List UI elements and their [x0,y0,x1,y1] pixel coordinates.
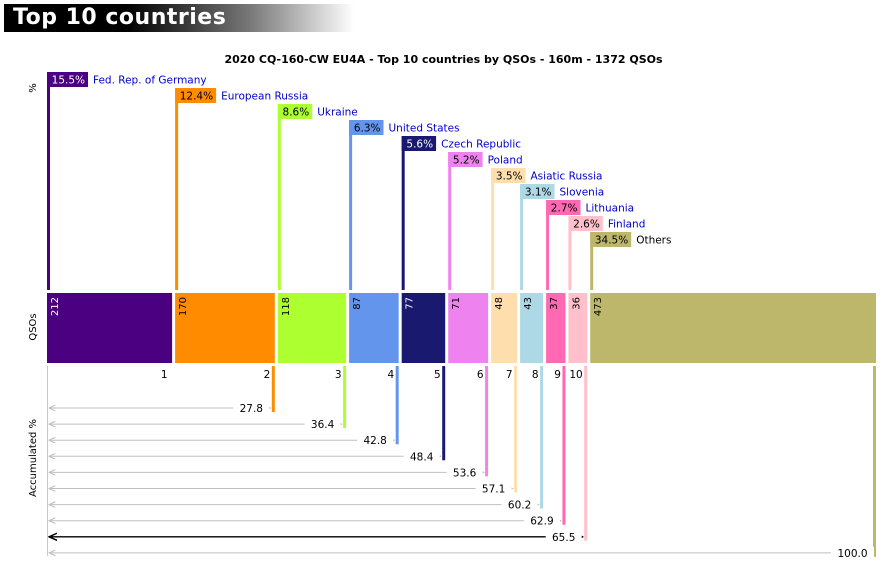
accumulated-label: 36.4 [311,419,335,431]
accumulated-label-bg [304,418,341,431]
country-name-label: Others [636,235,671,247]
percent-tag [590,232,632,247]
country-name-label: European Russia [221,91,308,103]
rank-label: 2 [264,369,271,381]
accumulated-label: 27.8 [240,403,263,415]
qso-bar [47,293,173,363]
accumulated-label: 48.4 [410,451,434,463]
rank-label: 6 [477,369,484,381]
accumulated-label-bg [831,546,874,559]
country-name-label: Fed. Rep. of Germany [93,75,207,87]
percent-tag [546,200,581,215]
qso-value-label: 71 [451,297,462,310]
y-axis-label-qsos: QSOs [28,313,39,340]
accumulated-label-bg [475,482,512,495]
rank-label: 3 [335,369,342,381]
percent-label: 12.4% [180,91,213,103]
qso-value-label: 77 [405,297,416,310]
percent-label: 5.6% [406,139,433,151]
percent-label: 2.7% [551,203,578,215]
percent-tag [349,120,384,135]
percent-tag [448,152,483,167]
accumulated-label-bg [403,450,440,463]
rank-label: 9 [554,369,561,381]
percent-tag [520,184,555,199]
qso-bar [401,293,446,363]
percent-tag [277,104,313,119]
section-title: Top 10 countries [13,5,227,30]
qso-value-label: 212 [50,297,61,316]
percent-panel: 15.5% Fed. Rep. of Germany 12.4% European R… [47,72,671,290]
qso-value-label: 118 [281,297,292,316]
accumulated-label: 53.6 [453,467,477,479]
country-name-label: Czech Republic [441,139,521,151]
qso-value-label: 37 [549,297,560,310]
percent-label: 34.5% [595,235,628,247]
accumulated-label-bg [357,434,394,447]
accumulated-label-bg [545,530,582,543]
qso-bar [520,293,544,363]
qso-bar [448,293,489,363]
rank-label: 1 [161,369,168,381]
percent-label: 6.3% [354,123,381,135]
accumulated-label-bg [523,514,560,527]
accumulated-label: 57.1 [482,484,505,496]
qso-bar [349,293,399,363]
country-name-label: United States [389,123,460,135]
accumulated-panel: 1 2 27.8 3 36.4 4 42.8 5 48.4 6 53.6 7 57.1 8 60.2 9 62.… [47,366,876,560]
percent-label: 5.2% [453,155,480,167]
qso-bar [590,293,876,363]
qso-value-label: 48 [494,297,505,310]
percent-tag [175,88,217,103]
section-banner: Top 10 countries [4,4,354,32]
percent-label: 8.6% [283,107,310,119]
percent-label: 3.5% [496,171,523,183]
country-name-label: Asiatic Russia [531,171,603,183]
country-name-label: Slovenia [560,187,605,199]
y-axis-label-percent: % [28,83,39,93]
accumulated-label: 60.2 [508,500,531,512]
qso-value-label: 43 [523,297,534,310]
accumulated-label: 42.8 [363,435,386,447]
rank-label: 10 [569,369,582,381]
percent-tag [47,72,88,87]
accumulated-label-bg [501,498,538,511]
qso-bar-panel: 212 170 118 87 77 71 48 43 37 36 473 [47,293,876,363]
qso-value-label: 87 [352,297,363,310]
qso-value-label: 36 [571,297,582,310]
rank-label: 7 [506,369,513,381]
percent-tag [568,216,603,231]
qso-bar [175,293,275,363]
qso-bar [546,293,566,363]
rank-label: 5 [434,369,441,381]
percent-label: 15.5% [52,75,85,87]
y-axis-label-accumulated: Accumulated % [28,419,39,497]
rank-label: 4 [387,369,394,381]
percent-label: 3.1% [525,187,552,199]
percent-label: 2.6% [573,219,600,231]
percent-tag [401,136,437,151]
chart-title: 2020 CQ-160-CW EU4A - Top 10 countries b… [224,53,663,66]
accumulated-label: 62.9 [530,516,553,528]
accumulated-label: 65.5 [552,532,575,544]
country-name-label: Ukraine [317,107,358,119]
accumulated-label-bg [446,466,483,479]
qso-bar [491,293,518,363]
percent-tag [491,168,526,183]
qso-bar [568,293,588,363]
accumulated-label-bg [233,402,270,414]
accumulated-label: 100.0 [837,548,867,560]
qso-value-label: 473 [593,297,604,316]
country-name-label: Lithuania [585,203,634,215]
qso-value-label: 170 [178,297,189,316]
qso-bar [277,293,347,363]
country-name-label: Finland [608,219,646,231]
country-name-label: Poland [488,155,523,167]
rank-label: 8 [532,369,539,381]
